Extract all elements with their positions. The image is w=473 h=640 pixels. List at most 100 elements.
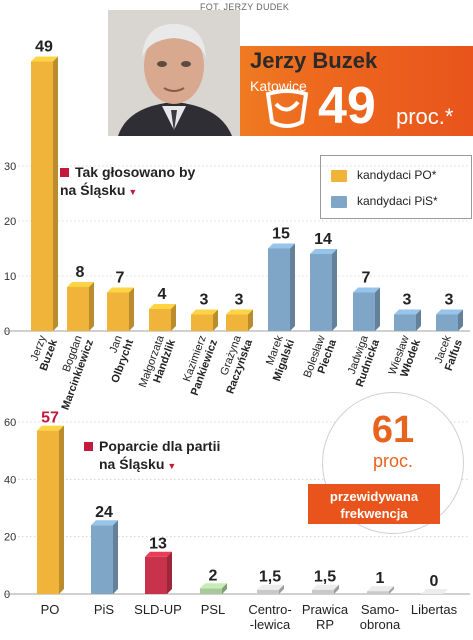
turnout-label-line1: przewidywana: [329, 489, 419, 504]
y-tick-label: 60: [4, 417, 16, 429]
candidate-name-label: JacekFalfus: [431, 333, 465, 372]
candidate-bar-top: [394, 309, 421, 315]
candidate-value-label: 3: [403, 292, 412, 309]
legend-item-po: kandydaci PO*: [331, 168, 436, 182]
y-tick-label: 10: [4, 271, 16, 283]
party-bar-side: [167, 551, 172, 594]
party-name-label: PO: [41, 602, 60, 617]
party-bar-side: [279, 584, 284, 594]
candidate-bar-side: [375, 287, 380, 331]
chart1-title-line2: na Śląsku: [60, 182, 126, 198]
party-name-label: Libertas: [411, 602, 458, 617]
candidate-value-label: 7: [116, 270, 125, 287]
candidate-bar-top: [353, 287, 380, 293]
y-tick-label: 40: [4, 474, 16, 486]
party-name-line: Prawica: [302, 602, 349, 617]
party-name-line: Samo-: [361, 602, 399, 617]
party-name-label: Prawica RP: [302, 602, 349, 632]
candidate-bar-side: [458, 309, 463, 331]
candidate-name-label: JadwigaRudnicka: [343, 333, 383, 389]
candidate-bar-top: [107, 287, 134, 293]
party-bar-top: [37, 425, 64, 431]
candidate-bar-top: [191, 309, 218, 315]
candidate-bar-top: [226, 309, 253, 315]
party-bar-top: [312, 584, 339, 590]
candidate-name-label: JerzyBuzek: [26, 333, 60, 372]
party-value-label: 57: [41, 410, 59, 427]
candidate-bar: [226, 314, 248, 331]
party-bar-side: [334, 584, 339, 594]
chart2-title-line2: na Śląsku: [99, 456, 165, 472]
candidate-value-label: 15: [272, 226, 290, 243]
party-name-label: PiS: [94, 602, 115, 617]
party-value-label: 0: [430, 573, 439, 590]
candidate-bar: [268, 248, 290, 331]
candidate-value-label: 7: [362, 270, 371, 287]
party-bar: [257, 589, 279, 594]
candidate-bar: [310, 254, 332, 331]
candidate-bar: [31, 61, 53, 331]
candidate-result-value: 49: [318, 77, 376, 135]
party-bar-side: [113, 520, 118, 594]
legend-label-po: kandydaci PO*: [357, 168, 437, 182]
y-tick-label: 0: [4, 589, 10, 601]
party-name-line: PO: [41, 602, 60, 617]
candidate-bar: [436, 314, 458, 331]
party-value-label: 1: [376, 570, 385, 587]
candidate-bar-side: [171, 304, 176, 331]
candidate-photo: [108, 10, 240, 136]
party-name-line: Centro-: [248, 602, 291, 617]
candidate-bar-side: [129, 287, 134, 331]
candidate-value-label: 3: [235, 292, 244, 309]
party-name-line: RP: [316, 617, 334, 632]
title-marker-icon: [60, 168, 69, 177]
party-name-line: obrona: [360, 617, 401, 632]
candidate-bar: [67, 287, 89, 331]
candidate-bar-top: [31, 56, 58, 62]
party-bar-side: [222, 583, 227, 594]
party-value-label: 2: [209, 567, 218, 584]
party-bar-side: [59, 425, 64, 594]
candidate-value-label: 14: [314, 231, 332, 248]
party-name-label: Centro--lewica: [248, 602, 291, 632]
party-name-label: SLD-UP: [134, 602, 182, 617]
party-bar-top: [257, 584, 284, 590]
legend-swatch-po: [331, 169, 347, 182]
party-name-line: PSL: [201, 602, 226, 617]
candidate-value-label: 4: [158, 286, 167, 303]
turnout-unit: proc.: [372, 451, 414, 471]
legend-swatch-pis: [331, 195, 347, 208]
candidate-result-unit: proc.*: [396, 104, 454, 129]
turnout-ribbon: przewidywana frekwencja: [308, 484, 440, 524]
down-arrow-icon: ▼: [167, 461, 177, 471]
y-tick-label: 30: [4, 161, 16, 173]
party-bar-top: [91, 520, 118, 526]
party-name-label: PSL: [201, 602, 226, 617]
party-bar: [37, 430, 59, 594]
candidate-bar: [149, 309, 171, 331]
chart1-title: Tak głosowano by na Śląsku ▼: [60, 163, 195, 201]
party-name-label: Samo-obrona: [360, 602, 401, 632]
turnout-label-line2: frekwencja: [340, 506, 408, 521]
candidate-bar-top: [310, 249, 337, 254]
candidate-bar-side: [89, 282, 94, 331]
party-name-line: -lewica: [250, 617, 291, 632]
chart1-title-line1: Tak głosowano by: [75, 164, 196, 180]
candidate-first-name: Jan: [107, 334, 124, 355]
party-name-line: PiS: [94, 602, 115, 617]
candidate-bar-side: [290, 243, 295, 331]
title-marker-icon: [84, 442, 93, 451]
candidate-name-label: WiesławWłodek: [387, 333, 424, 381]
party-bar-side: [389, 586, 394, 594]
candidate-bar-side: [53, 56, 58, 331]
party-value-label: 1,5: [259, 569, 281, 586]
candidate-bar-side: [416, 309, 421, 331]
legend-item-pis: kandydaci PiS*: [331, 194, 438, 208]
party-bar-top: [367, 586, 394, 592]
legend-label-pis: kandydaci PiS*: [357, 194, 438, 208]
party-bar: [312, 589, 334, 594]
candidate-value-label: 49: [35, 39, 53, 56]
party-bar: [367, 591, 389, 594]
